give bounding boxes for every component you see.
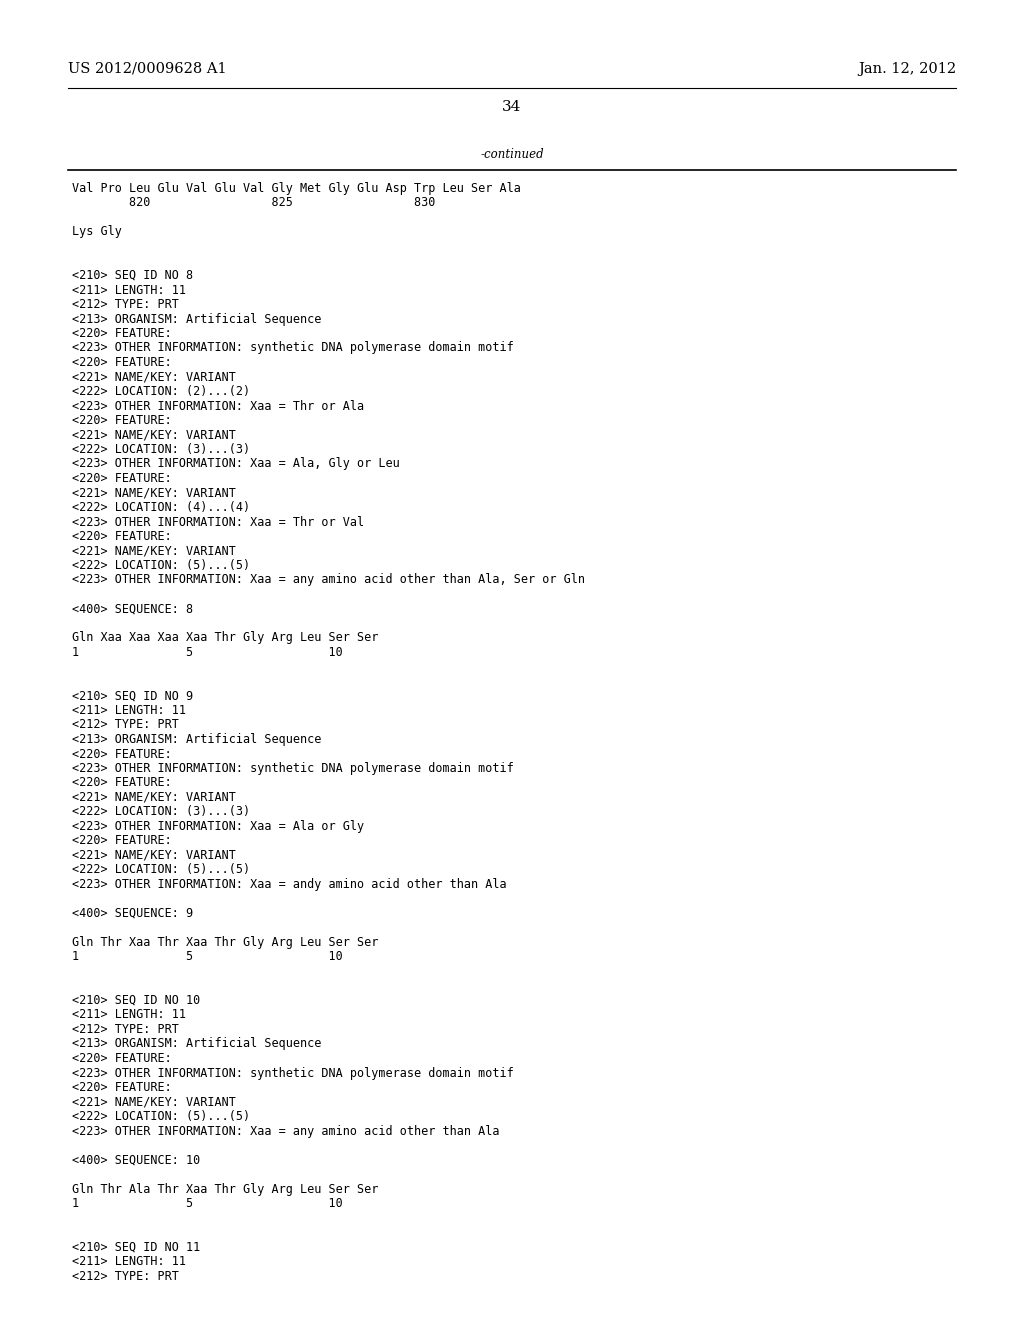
Text: <212> TYPE: PRT: <212> TYPE: PRT (72, 298, 179, 312)
Text: <220> FEATURE:: <220> FEATURE: (72, 531, 172, 543)
Text: <211> LENGTH: 11: <211> LENGTH: 11 (72, 704, 186, 717)
Text: <213> ORGANISM: Artificial Sequence: <213> ORGANISM: Artificial Sequence (72, 733, 322, 746)
Text: <221> NAME/KEY: VARIANT: <221> NAME/KEY: VARIANT (72, 1096, 236, 1109)
Text: Gln Thr Ala Thr Xaa Thr Gly Arg Leu Ser Ser: Gln Thr Ala Thr Xaa Thr Gly Arg Leu Ser … (72, 1183, 379, 1196)
Text: US 2012/0009628 A1: US 2012/0009628 A1 (68, 62, 226, 77)
Text: <220> FEATURE:: <220> FEATURE: (72, 747, 172, 760)
Text: <220> FEATURE:: <220> FEATURE: (72, 473, 172, 484)
Text: <213> ORGANISM: Artificial Sequence: <213> ORGANISM: Artificial Sequence (72, 313, 322, 326)
Text: <212> TYPE: PRT: <212> TYPE: PRT (72, 1023, 179, 1036)
Text: <211> LENGTH: 11: <211> LENGTH: 11 (72, 1008, 186, 1022)
Text: <220> FEATURE:: <220> FEATURE: (72, 776, 172, 789)
Text: <220> FEATURE:: <220> FEATURE: (72, 414, 172, 426)
Text: <223> OTHER INFORMATION: synthetic DNA polymerase domain motif: <223> OTHER INFORMATION: synthetic DNA p… (72, 1067, 514, 1080)
Text: Gln Xaa Xaa Xaa Xaa Thr Gly Arg Leu Ser Ser: Gln Xaa Xaa Xaa Xaa Thr Gly Arg Leu Ser … (72, 631, 379, 644)
Text: <220> FEATURE:: <220> FEATURE: (72, 834, 172, 847)
Text: <212> TYPE: PRT: <212> TYPE: PRT (72, 1270, 179, 1283)
Text: <223> OTHER INFORMATION: Xaa = any amino acid other than Ala, Ser or Gln: <223> OTHER INFORMATION: Xaa = any amino… (72, 573, 585, 586)
Text: <211> LENGTH: 11: <211> LENGTH: 11 (72, 1255, 186, 1269)
Text: <212> TYPE: PRT: <212> TYPE: PRT (72, 718, 179, 731)
Text: 1               5                   10: 1 5 10 (72, 1197, 343, 1210)
Text: <213> ORGANISM: Artificial Sequence: <213> ORGANISM: Artificial Sequence (72, 1038, 322, 1051)
Text: <222> LOCATION: (5)...(5): <222> LOCATION: (5)...(5) (72, 863, 250, 876)
Text: 34: 34 (503, 100, 521, 114)
Text: <221> NAME/KEY: VARIANT: <221> NAME/KEY: VARIANT (72, 791, 236, 804)
Text: <220> FEATURE:: <220> FEATURE: (72, 356, 172, 370)
Text: <223> OTHER INFORMATION: Xaa = Ala or Gly: <223> OTHER INFORMATION: Xaa = Ala or Gl… (72, 820, 365, 833)
Text: <211> LENGTH: 11: <211> LENGTH: 11 (72, 284, 186, 297)
Text: <220> FEATURE:: <220> FEATURE: (72, 1052, 172, 1065)
Text: <223> OTHER INFORMATION: Xaa = Ala, Gly or Leu: <223> OTHER INFORMATION: Xaa = Ala, Gly … (72, 458, 399, 470)
Text: -continued: -continued (480, 148, 544, 161)
Text: <220> FEATURE:: <220> FEATURE: (72, 327, 172, 341)
Text: <220> FEATURE:: <220> FEATURE: (72, 1081, 172, 1094)
Text: Jan. 12, 2012: Jan. 12, 2012 (858, 62, 956, 77)
Text: <221> NAME/KEY: VARIANT: <221> NAME/KEY: VARIANT (72, 849, 236, 862)
Text: <222> LOCATION: (3)...(3): <222> LOCATION: (3)...(3) (72, 805, 250, 818)
Text: <400> SEQUENCE: 10: <400> SEQUENCE: 10 (72, 1154, 201, 1167)
Text: <210> SEQ ID NO 8: <210> SEQ ID NO 8 (72, 269, 194, 282)
Text: 1               5                   10: 1 5 10 (72, 950, 343, 964)
Text: <210> SEQ ID NO 9: <210> SEQ ID NO 9 (72, 689, 194, 702)
Text: <222> LOCATION: (3)...(3): <222> LOCATION: (3)...(3) (72, 444, 250, 455)
Text: <222> LOCATION: (5)...(5): <222> LOCATION: (5)...(5) (72, 558, 250, 572)
Text: <221> NAME/KEY: VARIANT: <221> NAME/KEY: VARIANT (72, 544, 236, 557)
Text: <400> SEQUENCE: 8: <400> SEQUENCE: 8 (72, 602, 194, 615)
Text: 820                 825                 830: 820 825 830 (72, 197, 435, 210)
Text: <222> LOCATION: (2)...(2): <222> LOCATION: (2)...(2) (72, 385, 250, 399)
Text: <222> LOCATION: (5)...(5): <222> LOCATION: (5)...(5) (72, 1110, 250, 1123)
Text: <223> OTHER INFORMATION: Xaa = any amino acid other than Ala: <223> OTHER INFORMATION: Xaa = any amino… (72, 1125, 500, 1138)
Text: <210> SEQ ID NO 10: <210> SEQ ID NO 10 (72, 994, 201, 1007)
Text: 1               5                   10: 1 5 10 (72, 645, 343, 659)
Text: <223> OTHER INFORMATION: Xaa = Thr or Ala: <223> OTHER INFORMATION: Xaa = Thr or Al… (72, 400, 365, 412)
Text: Val Pro Leu Glu Val Glu Val Gly Met Gly Glu Asp Trp Leu Ser Ala: Val Pro Leu Glu Val Glu Val Gly Met Gly … (72, 182, 521, 195)
Text: <223> OTHER INFORMATION: synthetic DNA polymerase domain motif: <223> OTHER INFORMATION: synthetic DNA p… (72, 762, 514, 775)
Text: <221> NAME/KEY: VARIANT: <221> NAME/KEY: VARIANT (72, 371, 236, 384)
Text: Gln Thr Xaa Thr Xaa Thr Gly Arg Leu Ser Ser: Gln Thr Xaa Thr Xaa Thr Gly Arg Leu Ser … (72, 936, 379, 949)
Text: <223> OTHER INFORMATION: synthetic DNA polymerase domain motif: <223> OTHER INFORMATION: synthetic DNA p… (72, 342, 514, 355)
Text: <221> NAME/KEY: VARIANT: <221> NAME/KEY: VARIANT (72, 487, 236, 499)
Text: <221> NAME/KEY: VARIANT: <221> NAME/KEY: VARIANT (72, 429, 236, 441)
Text: <222> LOCATION: (4)...(4): <222> LOCATION: (4)...(4) (72, 502, 250, 513)
Text: <223> OTHER INFORMATION: Xaa = Thr or Val: <223> OTHER INFORMATION: Xaa = Thr or Va… (72, 516, 365, 528)
Text: Lys Gly: Lys Gly (72, 226, 122, 239)
Text: <223> OTHER INFORMATION: Xaa = andy amino acid other than Ala: <223> OTHER INFORMATION: Xaa = andy amin… (72, 878, 507, 891)
Text: <400> SEQUENCE: 9: <400> SEQUENCE: 9 (72, 907, 194, 920)
Text: <210> SEQ ID NO 11: <210> SEQ ID NO 11 (72, 1241, 201, 1254)
